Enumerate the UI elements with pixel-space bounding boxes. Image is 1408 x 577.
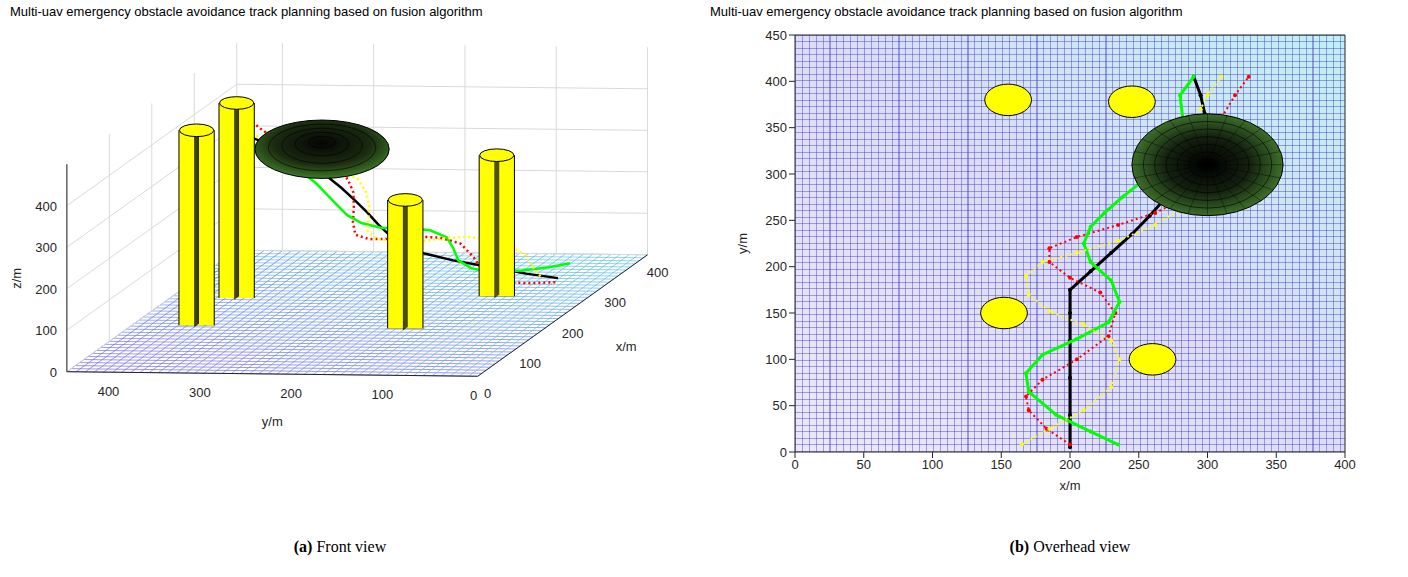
svg-text:0: 0 — [470, 388, 477, 403]
svg-text:y/m: y/m — [735, 233, 750, 254]
svg-text:300: 300 — [1197, 457, 1219, 472]
svg-text:250: 250 — [1128, 457, 1150, 472]
svg-text:0: 0 — [780, 445, 787, 460]
svg-text:100: 100 — [35, 323, 57, 338]
svg-text:200: 200 — [280, 386, 302, 401]
svg-text:0: 0 — [484, 386, 491, 401]
svg-text:z/m: z/m — [9, 268, 24, 289]
svg-text:450: 450 — [765, 28, 787, 43]
svg-text:300: 300 — [765, 167, 787, 182]
svg-text:200: 200 — [562, 326, 584, 341]
svg-text:350: 350 — [765, 120, 787, 135]
svg-text:300: 300 — [604, 295, 626, 310]
svg-text:200: 200 — [35, 282, 57, 297]
svg-text:150: 150 — [990, 457, 1012, 472]
svg-text:400: 400 — [35, 199, 57, 214]
svg-text:200: 200 — [765, 259, 787, 274]
svg-text:400: 400 — [647, 265, 669, 280]
svg-text:x/m: x/m — [616, 339, 637, 354]
svg-text:300: 300 — [189, 385, 211, 400]
svg-text:400: 400 — [1334, 457, 1356, 472]
svg-text:x/m: x/m — [1060, 478, 1081, 493]
svg-text:y/m: y/m — [262, 414, 283, 429]
svg-text:50: 50 — [773, 398, 787, 413]
svg-text:100: 100 — [372, 387, 394, 402]
svg-text:100: 100 — [922, 457, 944, 472]
html-text:Multi-uav emergency obstacle a: Multi-uav emergency obstacle avoidance t… — [710, 4, 1183, 19]
svg-text:200: 200 — [1059, 457, 1081, 472]
html-text:(a) Front view: (a) Front view — [293, 538, 387, 555]
svg-text:400: 400 — [765, 74, 787, 89]
svg-text:0: 0 — [50, 365, 57, 380]
svg-text:250: 250 — [765, 213, 787, 228]
svg-text:300: 300 — [35, 240, 57, 255]
svg-text:150: 150 — [765, 306, 787, 321]
svg-text:100: 100 — [765, 352, 787, 367]
html-text:Multi-uav emergency obstacle a: Multi-uav emergency obstacle avoidance t… — [10, 4, 483, 19]
svg-text:400: 400 — [98, 384, 120, 399]
html-text:(b) Overhead view: (b) Overhead view — [1009, 538, 1131, 555]
svg-text:50: 50 — [857, 457, 871, 472]
svg-text:350: 350 — [1265, 457, 1287, 472]
svg-text:0: 0 — [791, 457, 798, 472]
svg-text:100: 100 — [519, 356, 541, 371]
